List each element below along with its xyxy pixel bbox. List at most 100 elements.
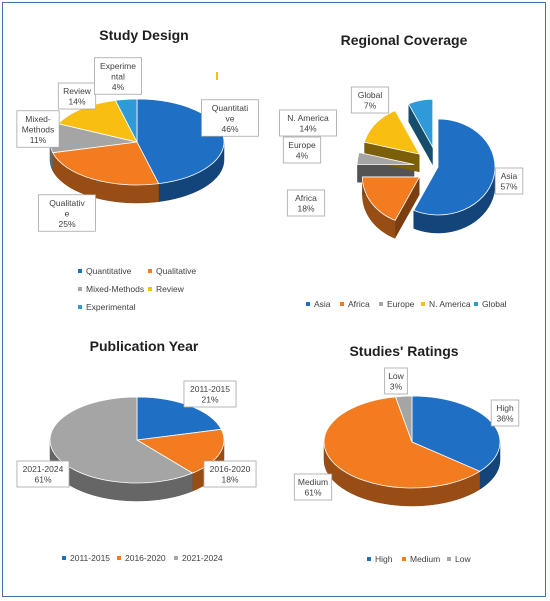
legend-item-africa: Africa [340,299,370,309]
legend-label: 2011-2015 [70,553,110,563]
svg-text:Mixed-: Mixed- [25,114,51,124]
pie-slice-europe [356,152,415,165]
legend-item-medium: Medium [402,554,440,564]
svg-text:2016-2020: 2016-2020 [210,464,251,474]
pie-chart-2 [49,396,225,502]
legend-item-2021-2024: 2021-2024 [174,553,223,563]
legend-item-2011-2015: 2011-2015 [62,553,110,563]
svg-text:Experime: Experime [100,61,136,71]
legend-swatch [174,556,178,560]
chart-title-regional-coverage: Regional Coverage [341,32,468,48]
pie-slice-qualitative [52,141,160,186]
legend-item-2016-2020: 2016-2020 [117,553,166,563]
legend-swatch [306,302,310,306]
pie-cut-face [408,103,433,166]
svg-text:ve: ve [226,113,235,123]
legend-label: Experimental [86,302,136,312]
svg-text:Review: Review [63,86,92,96]
legend-swatch [402,557,406,561]
pie-slice-experimental [114,98,138,143]
legend-swatch [117,556,121,560]
legend-item-asia: Asia [306,299,331,309]
pie-chart-1 [356,98,496,239]
legend-label: Review [156,284,185,294]
pie-slice-global [407,98,434,149]
svg-text:18%: 18% [297,204,314,214]
svg-text:3%: 3% [390,382,403,392]
legend-label: Asia [314,299,331,309]
svg-text:7%: 7% [364,101,377,111]
svg-text:Asia: Asia [501,171,518,181]
svg-text:2021-2024: 2021-2024 [23,464,64,474]
pie-slice-medium [323,396,481,489]
legend-label: Europe [387,299,415,309]
legend-item-n-america: N. America [421,299,471,309]
svg-text:4%: 4% [296,151,309,161]
legend-swatch [78,305,82,309]
pie-slice-africa [362,176,421,221]
svg-text:61%: 61% [34,475,51,485]
legend-item-experimental: Experimental [78,302,136,312]
pie-slice-asia [413,118,496,216]
svg-text:Global: Global [358,90,383,100]
svg-text:Europe: Europe [288,140,316,150]
svg-text:Qualitativ: Qualitativ [49,198,85,208]
legend-label: Mixed-Methods [86,284,144,294]
legend-swatch [474,302,478,306]
svg-text:14%: 14% [299,124,316,134]
svg-text:4%: 4% [112,82,125,92]
legend-swatch [421,302,425,306]
legend-swatch [367,557,371,561]
svg-text:18%: 18% [221,475,238,485]
legend-swatch [148,269,152,273]
legend-item-europe: Europe [379,299,415,309]
legend-swatch [62,556,66,560]
pie-chart-0 [49,98,225,204]
pie-slice-2021-2024 [49,396,194,484]
svg-text:36%: 36% [496,414,513,424]
svg-text:11%: 11% [30,135,47,145]
legend-item-mixed-methods: Mixed-Methods [78,284,144,294]
legend-item-global: Global [474,299,507,309]
svg-text:N. America: N. America [287,113,329,123]
legend-label: Low [455,554,471,564]
legend-item-qualitative: Qualitative [148,266,196,276]
svg-text:ntal: ntal [111,71,125,81]
chart-title-publication-year: Publication Year [90,338,199,354]
pie-slice-n-america [363,110,421,155]
svg-text:Methods: Methods [22,124,55,134]
svg-text:High: High [496,403,514,413]
pie-slice-low [394,395,413,443]
legend-swatch [379,302,383,306]
svg-text:Quantitati: Quantitati [212,103,248,113]
svg-text:14%: 14% [68,97,85,107]
legend-label: Quantitative [86,266,132,276]
pie-chart-3 [323,395,501,507]
legend-label: Qualitative [156,266,196,276]
svg-text:e: e [65,208,70,218]
legend-item-high: High [367,554,393,564]
legend-item-quantitative: Quantitative [78,266,132,276]
legend-label: 2016-2020 [125,553,166,563]
chart-title-study-design: Study Design [99,27,188,43]
legend-label: 2021-2024 [182,553,223,563]
decorative-mark [216,72,218,80]
legend-label: Africa [348,299,370,309]
svg-text:21%: 21% [201,395,218,405]
legend-swatch [148,287,152,291]
legend-label: Global [482,299,507,309]
